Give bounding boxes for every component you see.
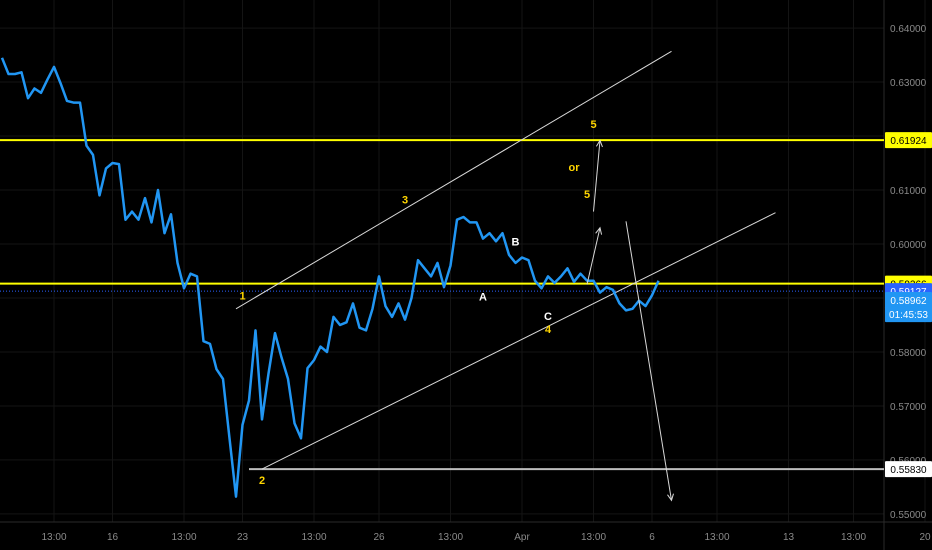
level-tag: 0.55830	[890, 465, 927, 476]
x-tick-label: 13	[783, 532, 795, 543]
x-tick-label: Apr	[514, 532, 530, 543]
wave-label: C	[544, 311, 552, 323]
projection-arrow-head	[595, 226, 603, 235]
y-tick-label: 0.57000	[890, 402, 927, 413]
level-tag-bg	[885, 461, 932, 478]
projection-arrow	[593, 140, 601, 212]
x-tick-label: 13:00	[704, 532, 729, 543]
y-tick-label: 0.64000	[890, 24, 927, 35]
x-tick-label: 6	[649, 532, 655, 543]
wave-label: 2	[259, 475, 265, 487]
x-tick-label: 13:00	[581, 532, 606, 543]
x-tick-label: 16	[107, 532, 119, 543]
wave-label: A	[479, 292, 487, 304]
y-tick-label: 0.58000	[890, 348, 927, 359]
x-tick-label: 13:00	[171, 532, 196, 543]
wave-label: or	[569, 162, 581, 174]
y-tick-label: 0.60000	[890, 240, 927, 251]
y-tick-label: 0.55000	[890, 510, 927, 521]
x-tick-label: 20	[919, 532, 931, 543]
x-tick-label: 13:00	[438, 532, 463, 543]
level-tag-bg	[885, 132, 932, 149]
projection-arrow	[586, 227, 601, 285]
wave-label: 1	[239, 291, 245, 303]
x-tick-label: 23	[237, 532, 249, 543]
price-tag-bg	[885, 306, 932, 323]
level-tag: 0.61924	[890, 136, 927, 147]
wave-label: 3	[402, 195, 408, 207]
projection-arrow	[625, 221, 672, 501]
x-tick-label: 13:00	[41, 532, 66, 543]
y-tick-label: 0.63000	[890, 78, 927, 89]
channel-upper-line	[235, 50, 672, 310]
y-tick-label: 0.61000	[890, 186, 927, 197]
price-line	[0, 57, 660, 498]
price-tag: 01:45:53	[889, 310, 928, 321]
wave-label: 4	[545, 324, 552, 336]
projection-arrow-head	[595, 139, 603, 148]
wave-label: 5	[590, 119, 596, 131]
price-tag-bg	[885, 292, 932, 309]
projection-arrow-head	[667, 493, 674, 502]
price-tag: 0.58962	[890, 296, 927, 307]
channel-lower-line	[261, 212, 776, 470]
wave-label: B	[512, 237, 520, 249]
x-tick-label: 13:00	[301, 532, 326, 543]
x-tick-label: 26	[373, 532, 385, 543]
wave-label: 5	[584, 189, 590, 201]
x-tick-label: 13:00	[841, 532, 866, 543]
